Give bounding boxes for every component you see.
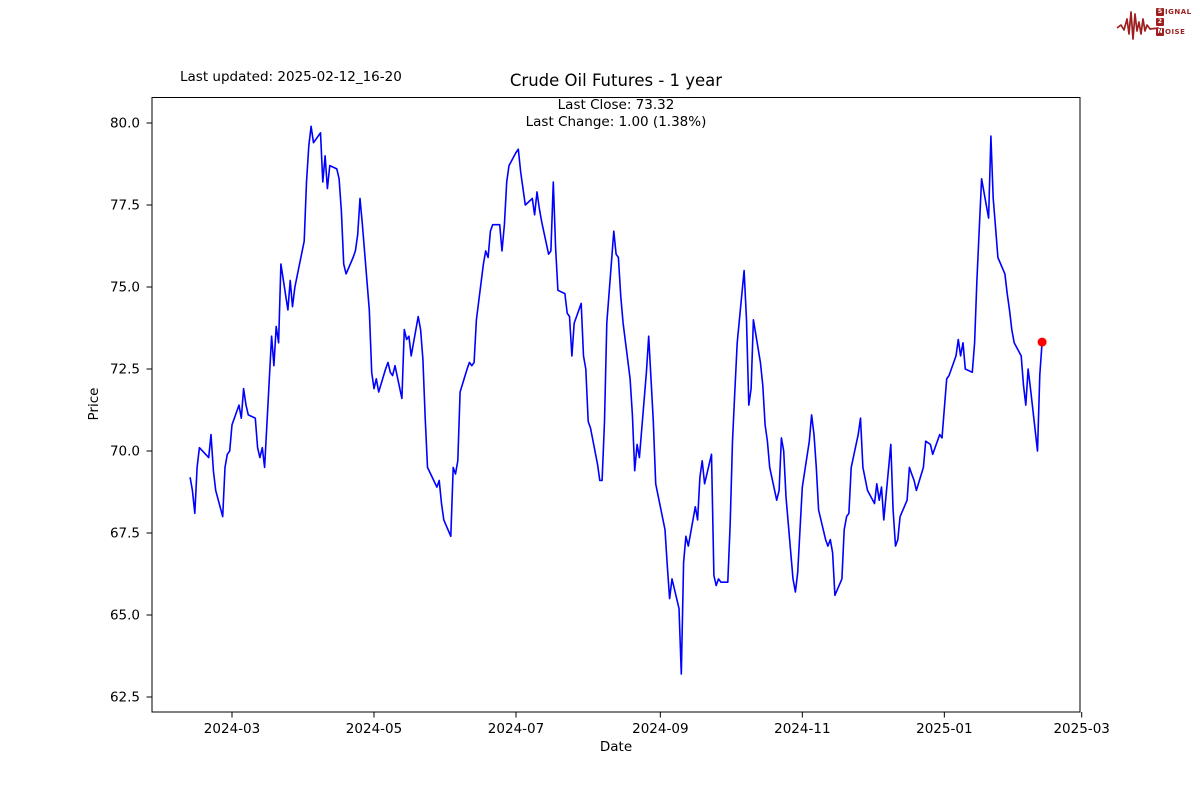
x-axis-ticks: 2024-03 2024-05 2024-07 2024-09 2024-11 2025-… [204,712,1110,737]
y-tick-label: 65.0 [110,608,140,624]
logo-text: S IGNAL 2 N OISE [1156,7,1192,36]
x-tick-label: 2025-01 [916,721,972,737]
x-tick-label: 2025-03 [1053,721,1109,737]
price-line [189,125,1043,675]
plot-border [151,97,1081,713]
last-change-text: Last Change: 1.00 (1.38%) [525,113,707,130]
logo-letter-box: S [1156,7,1164,16]
y-tick-label: 70.0 [110,444,140,460]
last-close-text: Last Close: 73.32 [557,97,675,113]
chart-title: Crude Oil Futures - 1 year [509,71,723,90]
last-updated-text: Last updated: 2025-02-12_16-20 [180,69,402,85]
chart-subtitle: Last Close: 73.32 Last Change: 1.00 (1.3… [152,97,1080,130]
y-axis-ticks: 62.5 65.0 67.5 70.0 72.5 75.0 77.5 80.0 [110,116,152,706]
logo-letter-box: N [1156,27,1164,36]
y-tick-label: 80.0 [110,116,140,132]
price-line-group [189,125,1047,675]
logo-letter-box: 2 [1156,17,1164,26]
last-price-marker [1037,337,1047,347]
x-tick-label: 2024-11 [774,721,830,737]
x-tick-label: 2024-07 [488,721,544,737]
x-tick-label: 2024-03 [204,721,260,737]
signal2noise-logo: S IGNAL 2 N OISE [1116,4,1194,44]
x-tick-label: 2024-05 [346,721,402,737]
y-tick-label: 72.5 [110,362,140,378]
y-axis-label: Price [86,388,102,421]
x-tick-label: 2024-09 [632,721,688,737]
y-tick-label: 62.5 [110,690,140,706]
y-tick-label: 77.5 [110,198,140,214]
y-tick-label: 67.5 [110,526,140,542]
x-axis-label: Date [600,739,632,755]
waveform-icon [1116,11,1160,40]
y-tick-label: 75.0 [110,280,140,296]
